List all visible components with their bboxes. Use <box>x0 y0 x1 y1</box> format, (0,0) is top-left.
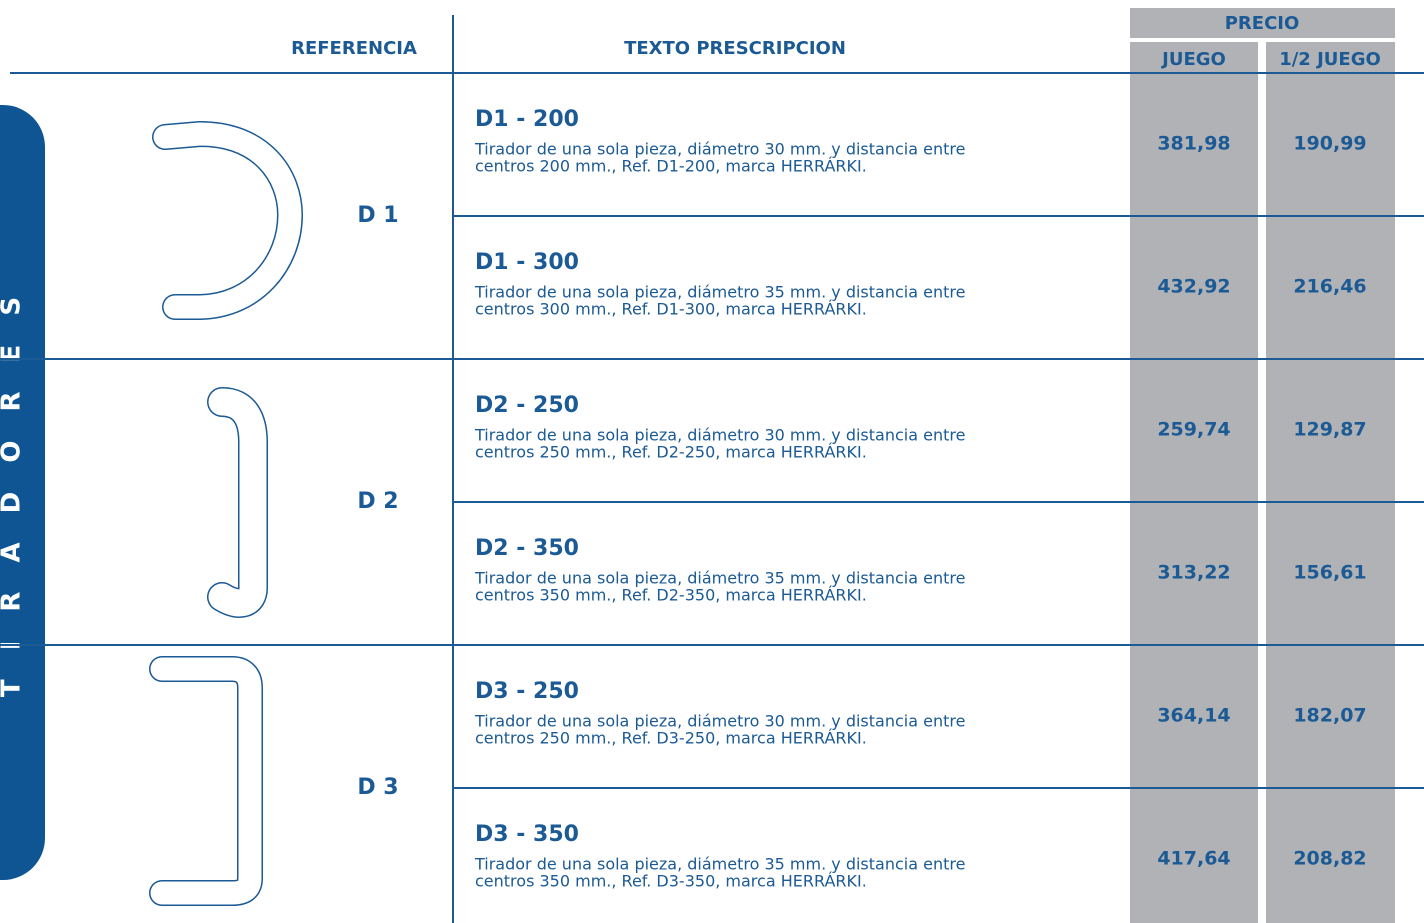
item-code: D2 - 350 <box>475 536 579 561</box>
price-medio-juego: 216,46 <box>1293 276 1366 298</box>
price-medio-juego: 182,07 <box>1293 705 1366 727</box>
price-medio-juego: 190,99 <box>1293 133 1366 155</box>
header-medio-juego: 1/2 JUEGO <box>1279 49 1381 70</box>
price-juego: 417,64 <box>1157 848 1230 870</box>
item-code: D1 - 300 <box>475 250 579 275</box>
handle-d1 <box>152 121 303 320</box>
price-juego: 432,92 <box>1157 276 1230 298</box>
price-medio-juego: 208,82 <box>1293 848 1366 870</box>
header-referencia: REFERENCIA <box>291 38 417 59</box>
item-description: centros 300 mm., Ref. D1-300, marca HERR… <box>475 300 867 319</box>
price-medio-juego: 129,87 <box>1293 419 1366 441</box>
group-label: D 2 <box>357 489 398 514</box>
item-description: Tirador de una sola pieza, diámetro 30 m… <box>474 426 965 445</box>
medio-juego-column-bg <box>1266 42 1395 923</box>
item-description: Tirador de una sola pieza, diámetro 30 m… <box>474 712 965 731</box>
price-juego: 381,98 <box>1157 133 1230 155</box>
item-code: D3 - 250 <box>475 679 579 704</box>
item-description: centros 250 mm., Ref. D2-250, marca HERR… <box>475 443 867 462</box>
price-juego: 364,14 <box>1157 705 1230 727</box>
item-description: centros 350 mm., Ref. D3-350, marca HERR… <box>475 872 867 891</box>
item-description: Tirador de una sola pieza, diámetro 30 m… <box>474 140 965 159</box>
header-texto: TEXTO PRESCRIPCION <box>624 38 846 59</box>
handle-d3 <box>149 656 263 906</box>
group-label: D 3 <box>357 775 398 800</box>
item-description: Tirador de una sola pieza, diámetro 35 m… <box>474 855 965 874</box>
item-code: D1 - 200 <box>475 107 579 132</box>
item-code: D3 - 350 <box>475 822 579 847</box>
item-description: Tirador de una sola pieza, diámetro 35 m… <box>474 283 965 302</box>
handle-d2 <box>207 387 268 618</box>
item-description: centros 200 mm., Ref. D1-200, marca HERR… <box>475 157 867 176</box>
item-description: centros 250 mm., Ref. D3-250, marca HERR… <box>475 729 867 748</box>
price-medio-juego: 156,61 <box>1293 562 1366 584</box>
item-code: D2 - 250 <box>475 393 579 418</box>
item-description: centros 350 mm., Ref. D2-350, marca HERR… <box>475 586 867 605</box>
group-label: D 1 <box>357 203 398 228</box>
side-tab <box>0 105 45 880</box>
precio-header-bg <box>1130 8 1395 38</box>
price-juego: 259,74 <box>1157 419 1230 441</box>
side-label: T I R A D O R E S <box>0 287 27 697</box>
header-juego: JUEGO <box>1160 49 1226 70</box>
header-precio: PRECIO <box>1225 13 1300 34</box>
item-description: Tirador de una sola pieza, diámetro 35 m… <box>474 569 965 588</box>
juego-column-bg <box>1130 42 1258 923</box>
price-juego: 313,22 <box>1157 562 1230 584</box>
